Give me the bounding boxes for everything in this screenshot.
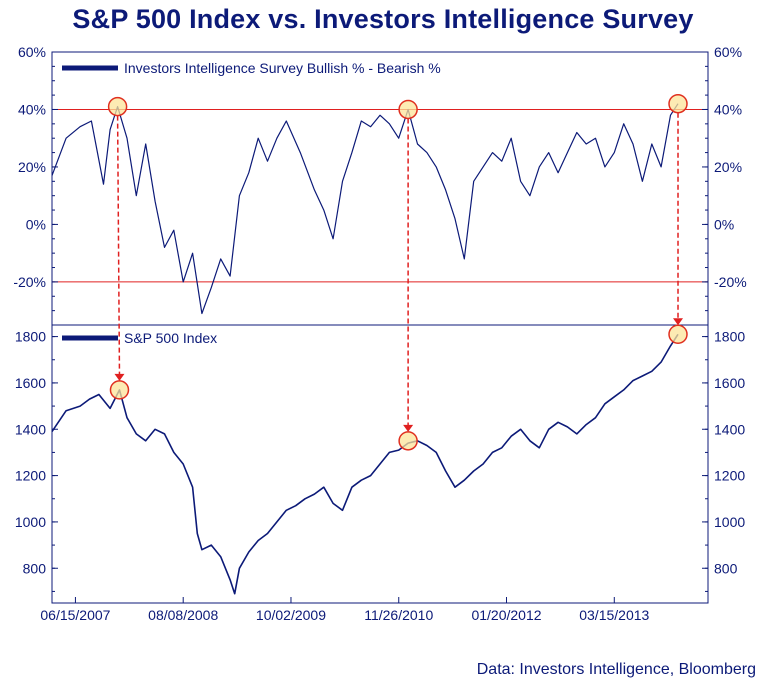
survey-y-axis: 60% 60% 40% 40% 20% 20% 0% 0% -20% -20% (13, 44, 747, 326)
dashed-arrow-line (116, 115, 121, 375)
survey-peak-marker (398, 99, 418, 120)
y-tick-label-left: 40% (18, 101, 46, 117)
x-tick-label: 06/15/2007 (40, 607, 110, 623)
y-tick-label-left: 1800 (15, 329, 46, 345)
x-tick-label: 03/15/2013 (579, 607, 649, 623)
plot-frame (51, 51, 709, 604)
legend-sp500: S&P 500 Index (124, 330, 217, 346)
x-tick-label: 10/02/2009 (256, 607, 326, 623)
y-tick-label-right: -20% (714, 274, 747, 290)
chart-title: S&P 500 Index vs. Investors Intelligence… (72, 4, 694, 34)
y-tick-label-right: 1600 (714, 375, 745, 391)
x-tick-label: 11/26/2010 (364, 607, 433, 623)
y-tick-label-right: 1800 (714, 329, 745, 345)
y-tick-label-right: 800 (714, 560, 738, 576)
y-tick-label-left: 60% (18, 44, 46, 60)
y-tick-label-right: 0% (714, 216, 734, 232)
y-tick-label-right: 1400 (714, 421, 745, 437)
arrow-head (673, 318, 684, 326)
y-tick-label-left: 20% (18, 159, 46, 175)
y-tick-label-left: -20% (13, 274, 46, 290)
y-tick-label-left: 800 (23, 560, 47, 576)
y-tick-label-right: 40% (714, 101, 742, 117)
source-note: Data: Investors Intelligence, Bloomberg (476, 661, 756, 678)
survey-peak-marker (668, 93, 688, 114)
survey-peak-marker (107, 96, 128, 117)
sp500-y-axis: 1800 1800 1600 1600 1400 1400 1200 1200 1000 1000… (15, 329, 745, 592)
sp500-marker (109, 380, 130, 400)
plot-border (51, 51, 709, 604)
highlight-markers (107, 93, 688, 451)
y-tick-label-left: 0% (26, 216, 46, 232)
sp500-marker (398, 431, 418, 451)
arrow-head (114, 373, 125, 381)
x-tick-label: 01/20/2012 (471, 607, 541, 623)
arrow-head (403, 424, 414, 432)
x-tick-label: 08/08/2008 (148, 607, 218, 623)
x-axis: 06/15/2007 08/08/2008 10/02/2009 11/26/2010… (40, 597, 650, 623)
y-tick-label-left: 1400 (15, 421, 46, 437)
sp500-series-line (51, 333, 679, 595)
survey-series-line (51, 103, 679, 315)
highlight-arrows (114, 112, 684, 432)
y-tick-label-left: 1200 (15, 468, 46, 484)
legend-survey: Investors Intelligence Survey Bullish % … (124, 60, 441, 76)
y-tick-label-left: 1000 (15, 514, 46, 530)
y-tick-label-right: 60% (714, 44, 742, 60)
series-lines (51, 103, 679, 595)
y-tick-label-right: 20% (714, 159, 742, 175)
sp500-marker (668, 324, 688, 345)
y-tick-label-left: 1600 (15, 375, 46, 391)
reference-lines (52, 108, 708, 283)
y-tick-label-right: 1000 (714, 514, 745, 530)
y-tick-label-right: 1200 (714, 468, 745, 484)
